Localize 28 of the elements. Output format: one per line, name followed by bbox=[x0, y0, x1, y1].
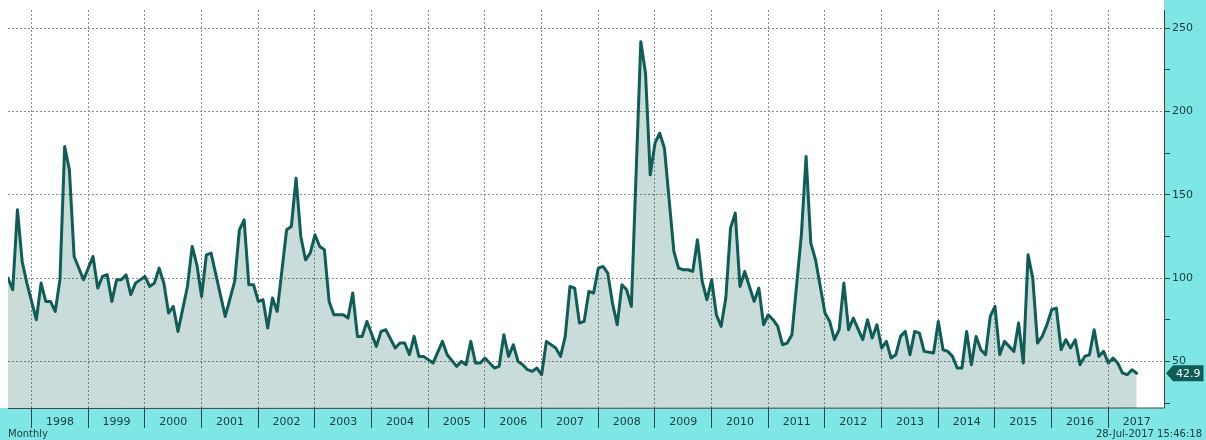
x-tick-label: 2017 bbox=[1122, 415, 1151, 429]
x-tick-label: 2002 bbox=[272, 415, 301, 429]
text: 42.9 bbox=[1176, 367, 1201, 381]
x-tick-label: 2009 bbox=[669, 415, 698, 429]
text: 28-Jul-2017 15:46:18 bbox=[1095, 427, 1202, 439]
y-tick-label: 150 bbox=[1172, 187, 1193, 201]
x-tick-label: 2001 bbox=[215, 415, 244, 429]
x-tick-label: 1999 bbox=[102, 415, 131, 429]
x-tick-label: 2005 bbox=[442, 415, 471, 429]
x-tick-label: 2015 bbox=[1009, 415, 1038, 429]
x-tick-label: 2012 bbox=[839, 415, 868, 429]
y-tick-label: 250 bbox=[1172, 21, 1193, 35]
x-tick-label: 1998 bbox=[45, 415, 74, 429]
text: Monthly bbox=[8, 427, 49, 439]
x-tick-label: 2011 bbox=[782, 415, 811, 429]
x-tick-label: 2010 bbox=[725, 415, 754, 429]
x-tick-label: 2013 bbox=[895, 415, 924, 429]
x-tick-label: 2004 bbox=[385, 415, 414, 429]
y-tick-label: 100 bbox=[1172, 270, 1193, 284]
y-tick-label: 200 bbox=[1172, 104, 1193, 118]
x-tick-label: 2008 bbox=[612, 415, 641, 429]
y-tick-label: 50 bbox=[1172, 354, 1186, 368]
x-tick-label: 2014 bbox=[952, 415, 981, 429]
x-tick-label: 2007 bbox=[555, 415, 584, 429]
x-tick-label: 2000 bbox=[159, 415, 188, 429]
x-tick-label: 2003 bbox=[329, 415, 358, 429]
x-tick-label: 2016 bbox=[1065, 415, 1094, 429]
x-tick-label: 2006 bbox=[499, 415, 528, 429]
